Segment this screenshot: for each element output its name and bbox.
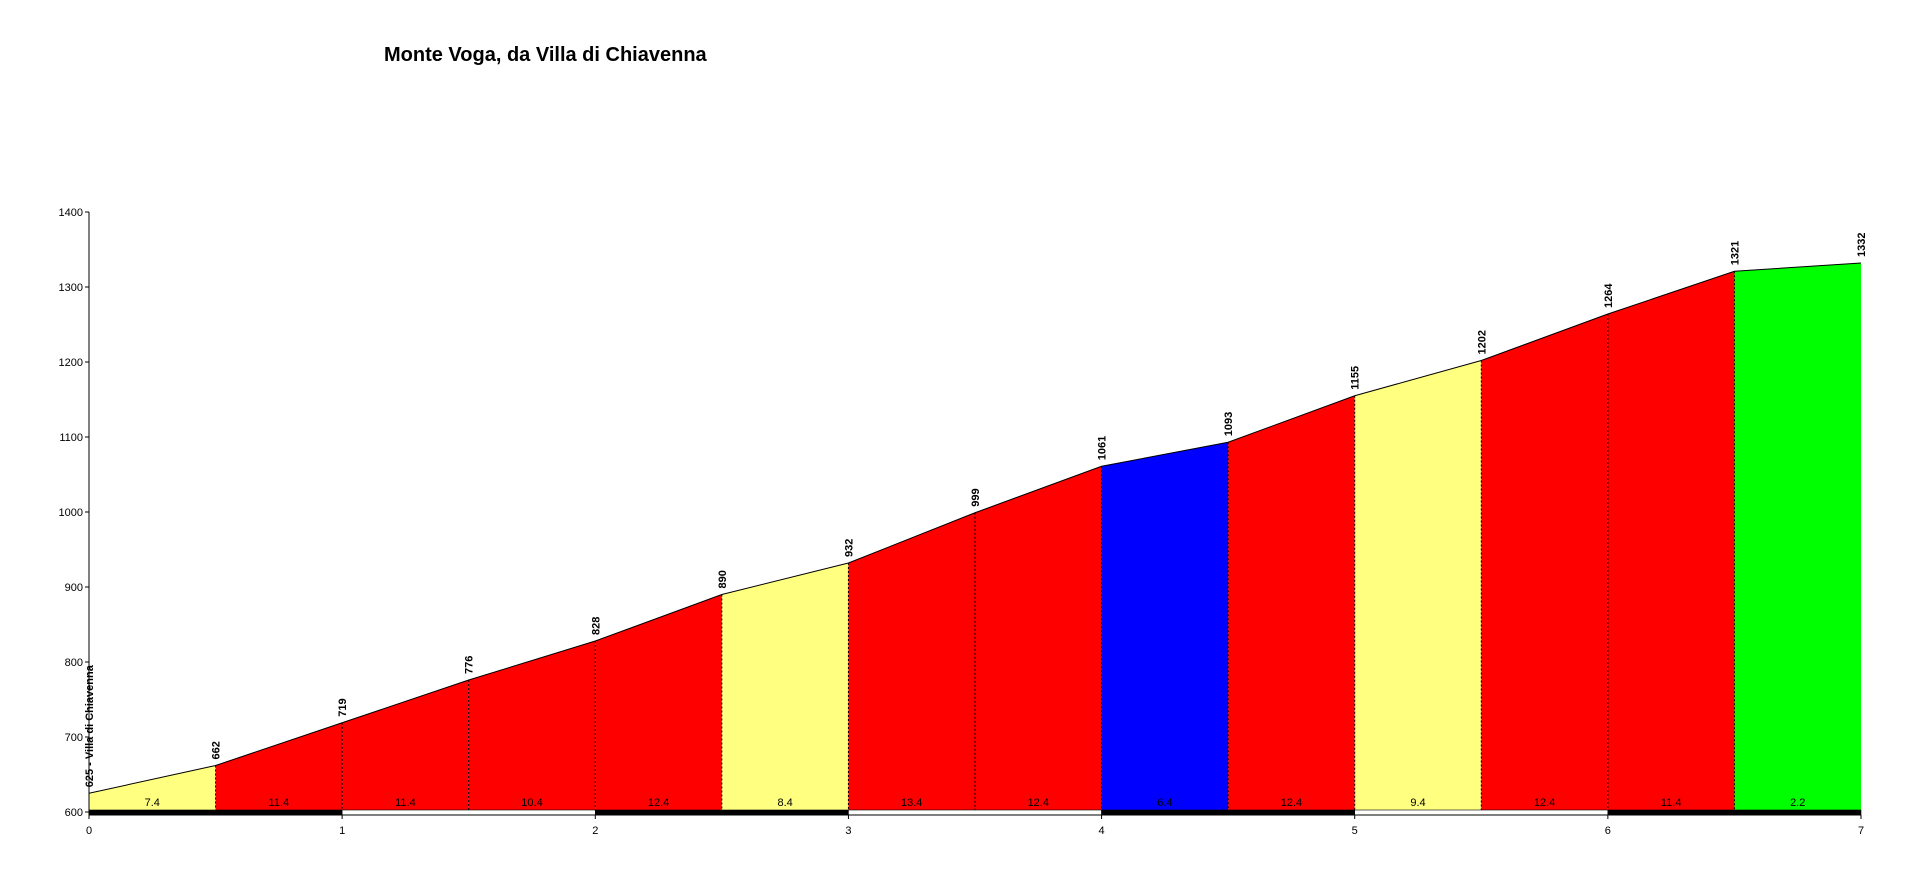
elevation-label: 999 — [970, 488, 982, 506]
km-bar — [88, 809, 343, 816]
km-bar — [1354, 809, 1609, 816]
elevation-label: 625 - Villa di Chiavenna — [84, 664, 96, 787]
profile-segment — [721, 563, 849, 812]
elevation-label: 1202 — [1476, 330, 1488, 354]
profile-segment — [215, 722, 343, 812]
y-tick-label: 1300 — [59, 282, 83, 294]
gradient-label: 2.2 — [1790, 797, 1805, 809]
profile-segment — [342, 680, 469, 812]
elevation-label: 662 — [211, 741, 223, 759]
gradient-label: 10.4 — [521, 797, 542, 809]
gradient-label: 12.4 — [648, 797, 669, 809]
gradient-label: 11.4 — [395, 797, 416, 809]
gradient-label: 8.4 — [777, 797, 792, 809]
profile-segment — [468, 641, 596, 812]
elevation-label: 776 — [464, 656, 476, 674]
km-bar — [1607, 809, 1862, 816]
gradient-label: 7.4 — [145, 797, 160, 809]
x-tick-label: 3 — [845, 825, 851, 837]
gradient-label: 6.4 — [1157, 797, 1172, 809]
profile-segment — [595, 594, 722, 812]
profile-segment — [1481, 314, 1608, 812]
km-bar — [1101, 809, 1356, 816]
profile-segment — [848, 512, 975, 812]
y-tick-label: 800 — [65, 657, 83, 669]
gradient-label: 11.4 — [1661, 797, 1682, 809]
gradient-label: 12.4 — [1028, 797, 1049, 809]
y-tick-label: 1100 — [59, 432, 83, 444]
elevation-label: 932 — [843, 539, 855, 557]
y-tick-label: 900 — [65, 582, 83, 594]
km-bar — [594, 809, 849, 816]
elevation-label: 828 — [590, 617, 602, 635]
gradient-label: 9.4 — [1410, 797, 1425, 809]
elevation-label: 890 — [717, 570, 729, 588]
profile-segment — [1734, 263, 1861, 812]
elevation-label: 1061 — [1097, 436, 1109, 460]
elevation-label: 719 — [337, 698, 349, 716]
x-tick-label: 4 — [1099, 825, 1105, 837]
y-tick-label: 1200 — [59, 357, 83, 369]
gradient-label: 12.4 — [1281, 797, 1302, 809]
y-tick-label: 1400 — [59, 207, 83, 219]
profile-segment — [1228, 395, 1355, 812]
y-tick-label: 700 — [65, 732, 83, 744]
km-bar — [848, 809, 1102, 816]
x-tick-label: 0 — [86, 825, 92, 837]
profile-segment — [1607, 271, 1735, 812]
chart-title: Monte Voga, da Villa di Chiavenna — [384, 44, 707, 66]
elevation-label: 1155 — [1350, 366, 1362, 390]
profile-segment — [975, 466, 1102, 812]
gradient-label: 13.4 — [901, 797, 922, 809]
x-tick-label: 2 — [592, 825, 598, 837]
elevation-label: 1332 — [1856, 233, 1868, 257]
profile-segment — [1101, 442, 1229, 812]
gradient-label: 11.4 — [269, 797, 290, 809]
profile-segment — [89, 765, 216, 812]
gradient-label: 12.4 — [1534, 797, 1555, 809]
x-tick-label: 6 — [1605, 825, 1611, 837]
elevation-label: 1093 — [1223, 412, 1235, 436]
y-tick-label: 1000 — [59, 507, 83, 519]
km-bar — [341, 809, 596, 816]
x-tick-label: 7 — [1858, 825, 1864, 837]
x-tick-label: 5 — [1352, 825, 1358, 837]
profile-segment — [1354, 360, 1482, 812]
elevation-label: 1321 — [1729, 241, 1741, 265]
elevation-label: 1264 — [1603, 283, 1615, 308]
y-tick-label: 600 — [65, 807, 83, 819]
x-tick-label: 1 — [339, 825, 345, 837]
